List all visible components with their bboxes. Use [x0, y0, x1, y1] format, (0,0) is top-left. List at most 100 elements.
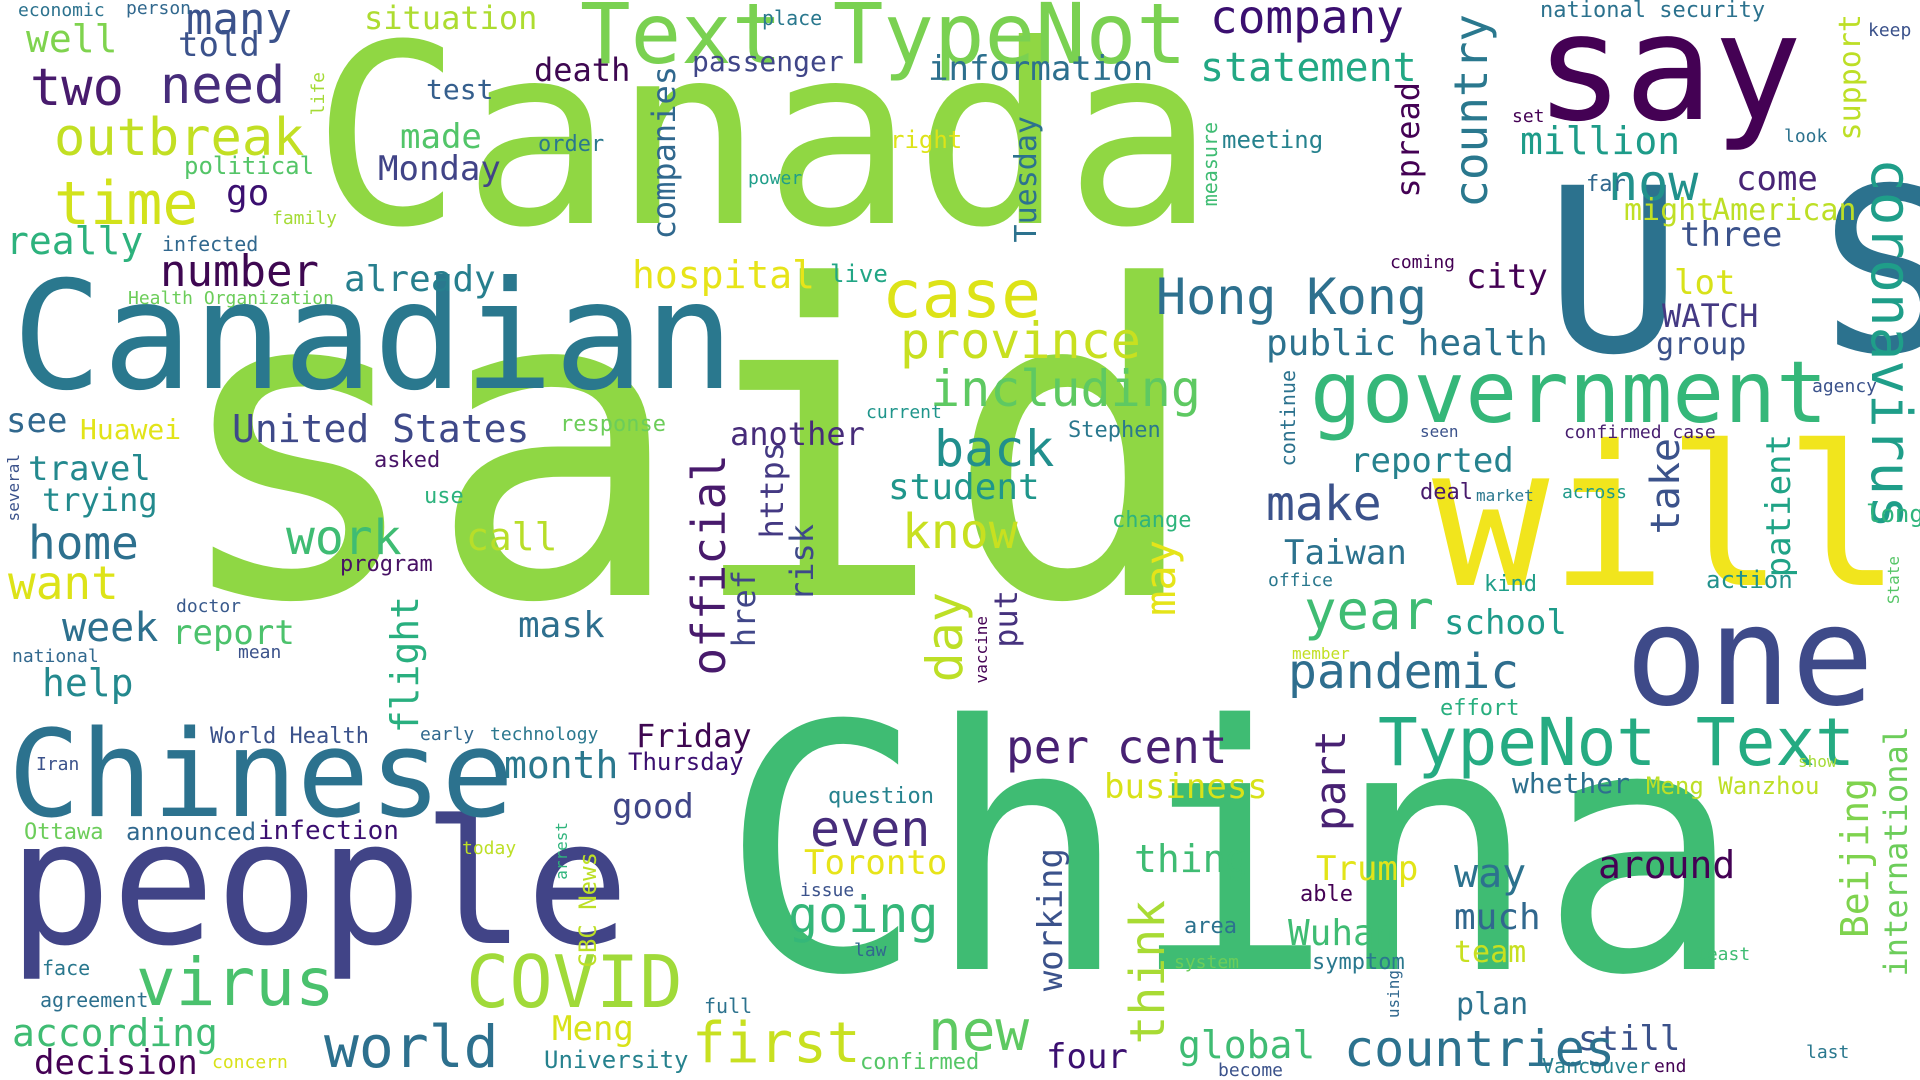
- word-announced: announced: [126, 818, 257, 846]
- word-group: group: [1656, 327, 1747, 362]
- word-might: might: [1624, 193, 1715, 228]
- word-city: city: [1466, 257, 1548, 297]
- word-including: including: [930, 360, 1201, 418]
- word-country: country: [1444, 14, 1498, 208]
- word-travel: travel: [28, 449, 151, 489]
- word-live: live: [830, 260, 888, 288]
- word-infected: infected: [162, 232, 259, 256]
- word-united-states: United States: [232, 407, 530, 451]
- word-death: death: [534, 51, 631, 89]
- word-student: student: [888, 467, 1040, 508]
- word-think: think: [1120, 900, 1176, 1045]
- word-statement: statement: [1200, 45, 1417, 91]
- word-face: face: [42, 956, 91, 980]
- word-today: today: [462, 838, 517, 859]
- word-market: market: [1476, 486, 1534, 505]
- word-symptom: symptom: [1312, 950, 1405, 975]
- word-say: say: [1535, 0, 1803, 154]
- word-us: U S: [1545, 139, 1920, 405]
- word-stephen: Stephen: [1068, 418, 1161, 443]
- word-need: need: [160, 56, 286, 116]
- word-seen: seen: [1420, 422, 1459, 441]
- word-system: system: [1174, 952, 1240, 973]
- word-month: month: [504, 743, 619, 787]
- word-life: life: [308, 72, 329, 116]
- word-test: test: [426, 73, 494, 106]
- word-see: see: [6, 401, 68, 441]
- word-much: much: [1454, 897, 1541, 938]
- word-canada: Canada: [312, 0, 1216, 282]
- word-covid: COVID: [466, 940, 683, 1024]
- word-know: know: [902, 504, 1018, 560]
- word-province: province: [900, 312, 1141, 370]
- word-made: made: [400, 117, 482, 157]
- word-day: day: [916, 592, 974, 683]
- word-team: team: [1454, 935, 1527, 970]
- word-economic: economic: [18, 0, 105, 21]
- word-lot: lot: [1674, 263, 1736, 303]
- word-keep: keep: [1868, 20, 1912, 41]
- word-will: will: [1432, 404, 1902, 631]
- word-patient: patient: [1759, 434, 1799, 578]
- word-agreement: agreement: [40, 988, 149, 1012]
- word-friday: Friday: [636, 717, 752, 755]
- word-kind: kind: [1484, 572, 1537, 597]
- word-continue: continue: [1276, 370, 1300, 467]
- word-program: program: [340, 552, 433, 577]
- word-tuesday: Tuesday: [1009, 116, 1044, 243]
- word-company: company: [1210, 0, 1404, 44]
- word-taiwan: Taiwan: [1284, 533, 1407, 573]
- word-still: still: [1578, 1019, 1681, 1059]
- word-go: go: [226, 173, 270, 214]
- word-href: href: [725, 570, 763, 648]
- word-international: international: [1877, 726, 1915, 977]
- word-now: now: [1608, 154, 1699, 212]
- word-case: case: [882, 256, 1041, 333]
- word-mask: mask: [518, 605, 605, 646]
- word-university: University: [544, 1046, 689, 1074]
- word-school: school: [1444, 603, 1567, 643]
- word-long: long: [1866, 500, 1920, 528]
- word-meeting: meeting: [1222, 126, 1324, 154]
- word-whether: whether: [1512, 767, 1631, 800]
- word-show: show: [1798, 752, 1837, 771]
- word-monday: Monday: [378, 149, 501, 189]
- word-hospital: hospital: [632, 253, 816, 297]
- word-countries: countries: [1344, 1020, 1615, 1078]
- word-put: put: [987, 590, 1025, 648]
- word-infection: infection: [258, 816, 399, 846]
- word-effort: effort: [1440, 696, 1520, 721]
- word-huawei: Huawei: [80, 413, 182, 446]
- word-power: power: [748, 168, 803, 189]
- word-companies: companies: [645, 66, 683, 240]
- word-world: world: [324, 1013, 499, 1080]
- word-across: across: [1562, 482, 1628, 503]
- word-three: three: [1680, 215, 1783, 255]
- word-office: office: [1268, 570, 1334, 591]
- word-number: number: [160, 246, 319, 297]
- word-typenot-text: TypeNot Text: [1378, 704, 1855, 781]
- word-asked: asked: [374, 448, 441, 473]
- word-good: good: [612, 787, 694, 827]
- word-concern: concern: [212, 1052, 288, 1073]
- word-health-organization: Health Organization: [128, 288, 334, 309]
- word-really: really: [6, 219, 144, 263]
- word-mean: mean: [238, 642, 282, 663]
- word-want: want: [8, 556, 119, 610]
- word-pandemic: pandemic: [1288, 644, 1520, 700]
- word-around: around: [1598, 843, 1736, 887]
- word-come: come: [1736, 159, 1818, 199]
- word-deal: deal: [1420, 480, 1473, 505]
- word-technology: technology: [490, 724, 599, 745]
- word-back: back: [934, 420, 1055, 478]
- word-virus: virus: [136, 944, 335, 1021]
- word-trump: Trump: [1316, 849, 1419, 889]
- word-another: another: [730, 415, 865, 453]
- word-cbc-news: CBC News: [574, 852, 602, 968]
- word-said: said: [168, 197, 1204, 697]
- word-member: member: [1292, 644, 1350, 663]
- word-able: able: [1300, 882, 1353, 907]
- word-meng-wanzhou: Meng Wanzhou: [1646, 772, 1820, 800]
- word-hong-kong: Hong Kong: [1156, 268, 1427, 326]
